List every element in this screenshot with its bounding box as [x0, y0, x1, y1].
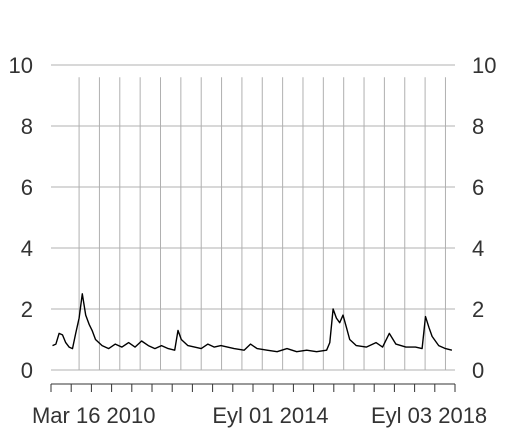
y-tick-label-right: 6 [472, 175, 484, 200]
y-tick-label-left: 4 [21, 236, 33, 261]
y-tick-label-left: 6 [21, 175, 33, 200]
y-tick-label-right: 0 [472, 358, 484, 383]
vertical-gridlines [78, 77, 446, 370]
x-axis: Mar 16 2010 Eyl 01 2014 Eyl 03 2018 [32, 383, 487, 428]
horizontal-gridlines [51, 64, 455, 371]
y-tick-label-left: 0 [21, 358, 33, 383]
right-y-axis-labels: 0 2 4 6 8 10 [472, 53, 496, 383]
y-tick-label-right: 8 [472, 114, 484, 139]
y-tick-label-right: 4 [472, 236, 484, 261]
y-tick-label-left: 8 [21, 114, 33, 139]
series-layer [52, 293, 453, 353]
x-tick-label: Mar 16 2010 [32, 403, 156, 428]
y-tick-label-left: 10 [9, 53, 33, 78]
x-tick-label: Eyl 03 2018 [371, 403, 487, 428]
x-tick-label: Eyl 01 2014 [212, 403, 328, 428]
series-line [52, 293, 453, 353]
y-tick-label-right: 2 [472, 297, 484, 322]
y-tick-label-right: 10 [472, 53, 496, 78]
y-tick-label-left: 2 [21, 297, 33, 322]
left-y-axis-labels: 0 2 4 6 8 10 [9, 53, 33, 383]
